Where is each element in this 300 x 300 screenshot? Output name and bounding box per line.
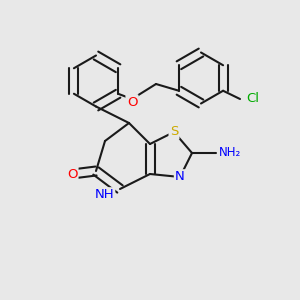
Text: N: N (175, 170, 185, 184)
Text: O: O (127, 95, 137, 109)
Text: NH₂: NH₂ (219, 146, 241, 160)
Text: NH: NH (94, 188, 114, 202)
Text: O: O (67, 167, 77, 181)
Text: S: S (170, 125, 178, 139)
Text: Cl: Cl (246, 92, 259, 106)
